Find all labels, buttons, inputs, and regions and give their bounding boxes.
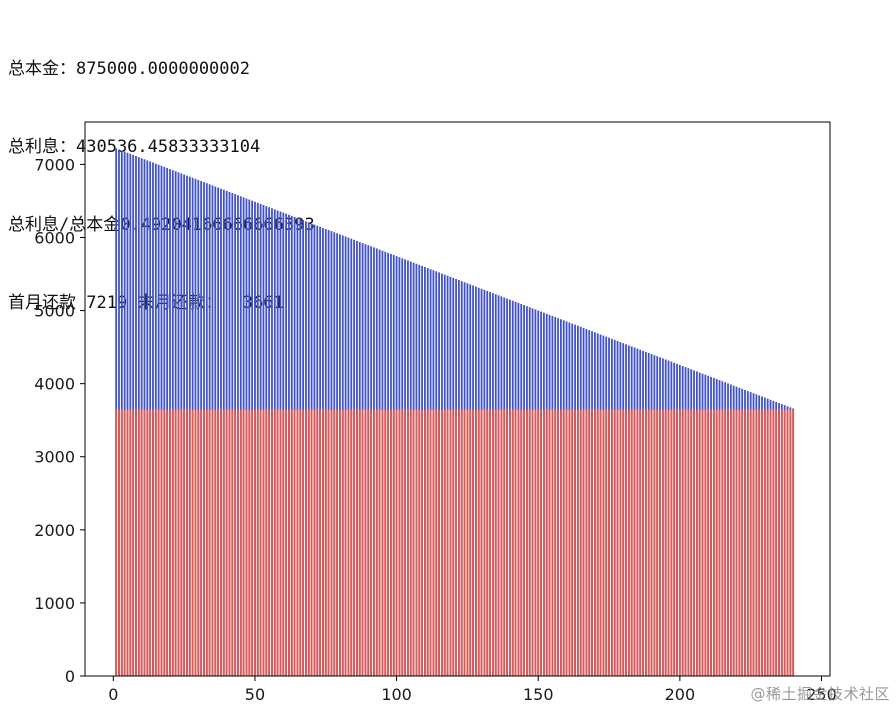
svg-text:3000: 3000: [34, 448, 75, 467]
svg-text:250: 250: [806, 685, 837, 704]
svg-text:0: 0: [108, 685, 118, 704]
svg-text:0: 0: [65, 667, 75, 686]
svg-text:1000: 1000: [34, 594, 75, 613]
output-line-total-principal: 总本金：875000.0000000002: [8, 59, 250, 79]
svg-text:4000: 4000: [34, 375, 75, 394]
svg-text:150: 150: [523, 685, 554, 704]
watermark: @稀土掘金技术社区: [750, 685, 890, 703]
svg-text:2000: 2000: [34, 521, 75, 540]
svg-text:6000: 6000: [34, 228, 75, 247]
svg-text:50: 50: [245, 685, 265, 704]
svg-text:5000: 5000: [34, 302, 75, 321]
output-line-total-interest: 总利息：430536.45833333104: [8, 137, 261, 157]
svg-text:7000: 7000: [34, 155, 75, 174]
svg-text:200: 200: [665, 685, 696, 704]
svg-text:100: 100: [381, 685, 412, 704]
